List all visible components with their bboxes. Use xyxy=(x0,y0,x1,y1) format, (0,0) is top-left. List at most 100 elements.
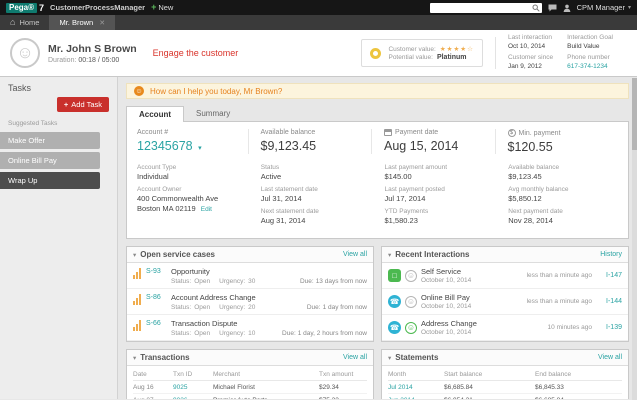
service-case-row[interactable]: S-86 Account Address Change Status: Open… xyxy=(127,289,373,315)
interaction-goal-label: Interaction Goal xyxy=(567,33,613,42)
due-label: Due: xyxy=(307,304,321,311)
interactions-title: Recent Interactions xyxy=(395,250,469,259)
ytd-payments-label: YTD Payments xyxy=(385,208,495,215)
tasks-title: Tasks xyxy=(0,81,117,97)
ytd-payments-value: $1,580.23 xyxy=(385,216,495,225)
tab-home[interactable]: ⌂ Home xyxy=(0,15,49,30)
case-name: Account Address Change xyxy=(171,293,256,302)
open-service-cases-panel: ▾ Open service cases View all S-93 Oppor… xyxy=(126,246,374,342)
chat-icon[interactable] xyxy=(548,4,557,12)
collapse-caret-icon[interactable]: ▾ xyxy=(388,354,391,362)
interaction-id-link[interactable]: I-139 xyxy=(596,324,622,331)
middle-panels: ▾ Open service cases View all S-93 Oppor… xyxy=(126,246,629,342)
col-end-balance: End balance xyxy=(535,371,622,378)
interaction-ago: less than a minute ago xyxy=(527,298,592,305)
available-balance-2-value: $9,123.45 xyxy=(508,172,618,181)
task-wrap-up-button[interactable]: Wrap Up xyxy=(0,172,100,189)
interaction-main: Self Service October 10, 2014 xyxy=(421,267,471,284)
next-statement-value: Aug 31, 2014 xyxy=(261,216,371,225)
statement-month-link[interactable]: Jun 2014 xyxy=(388,397,440,400)
new-button[interactable]: + New xyxy=(151,3,173,12)
txn-id-link[interactable]: 9025 xyxy=(173,384,209,391)
last-interaction-value: Oct 10, 2014 xyxy=(508,42,553,51)
transactions-table: Date Txn ID Merchant Txn amount Aug 16 9… xyxy=(127,366,373,399)
smiley-icon: ☺ xyxy=(405,322,417,334)
task-online-bill-pay-button[interactable]: Online Bill Pay xyxy=(0,152,100,169)
service-case-row[interactable]: S-66 Transaction Dispute Status: Open Ur… xyxy=(127,315,373,341)
avg-monthly-balance-label: Avg monthly balance xyxy=(508,186,618,193)
interaction-name: Self Service xyxy=(421,267,471,276)
txn-id-link[interactable]: 9026 xyxy=(173,397,209,400)
table-row[interactable]: Jul 2014 $6,685.84 $6,845.33 xyxy=(388,381,622,394)
available-balance-block: Available balance $9,123.45 xyxy=(248,129,372,154)
transactions-view-all-link[interactable]: View all xyxy=(343,354,367,361)
address-line-2: Boston MA 02119 xyxy=(137,204,196,213)
account-type-value: Individual xyxy=(137,172,247,181)
interaction-ago: less than a minute ago xyxy=(527,272,592,279)
user-menu[interactable]: CPM Manager ▾ xyxy=(577,3,631,12)
scrollbar-thumb[interactable] xyxy=(632,78,637,150)
interaction-date: October 10, 2014 xyxy=(421,277,471,284)
case-id-link[interactable]: S-86 xyxy=(146,293,166,301)
collapse-caret-icon[interactable]: ▾ xyxy=(133,251,136,259)
statements-view-all-link[interactable]: View all xyxy=(598,354,622,361)
phone-number-value[interactable]: 617-374-1234 xyxy=(567,62,613,71)
due-value: 1 day from now xyxy=(323,304,367,311)
tab-account[interactable]: Account xyxy=(126,106,184,122)
service-case-row[interactable]: S-93 Opportunity Status: Open Urgency: 3… xyxy=(127,263,373,289)
table-row[interactable]: Aug 07 9026 Premier Auto Parts $75.22 xyxy=(133,394,367,399)
interactions-history-link[interactable]: History xyxy=(600,251,622,258)
tasks-sidebar: Tasks + Add Task Suggested Tasks Make Of… xyxy=(0,77,118,399)
statement-start-balance: $6,685.84 xyxy=(444,384,531,391)
bottom-panels: ▾ Transactions View all Date Txn ID Merc… xyxy=(126,349,629,399)
service-cases-view-all-link[interactable]: View all xyxy=(343,251,367,258)
detail-col-4: Available balance $9,123.45 Avg monthly … xyxy=(508,164,618,230)
table-row[interactable]: Aug 16 9025 Michael Florist $29.34 xyxy=(133,381,367,394)
interaction-id-link[interactable]: I-147 xyxy=(596,272,622,279)
statements-panel: ▾ Statements View all Month Start balanc… xyxy=(381,349,629,399)
col-txn-id: Txn ID xyxy=(173,371,209,378)
table-row[interactable]: Jun 2014 $6,954.21 $6,685.84 xyxy=(388,394,622,399)
account-number-link[interactable]: 12345678 xyxy=(137,139,193,153)
last-statement-label: Last statement date xyxy=(261,186,371,193)
close-icon[interactable]: ✕ xyxy=(99,19,105,27)
collapse-caret-icon[interactable]: ▾ xyxy=(388,251,391,259)
collapse-caret-icon[interactable]: ▾ xyxy=(133,354,136,362)
interaction-row[interactable]: ☎ ☺ Address Change October 10, 2014 10 m… xyxy=(382,315,628,341)
case-id-link[interactable]: S-93 xyxy=(146,267,166,275)
tab-summary[interactable]: Summary xyxy=(184,106,242,122)
col-start-balance: Start balance xyxy=(444,371,531,378)
interaction-row[interactable]: ☎ ☺ Online Bill Pay October 10, 2014 les… xyxy=(382,289,628,315)
transactions-title: Transactions xyxy=(140,353,189,362)
urgency-value: 20 xyxy=(248,304,255,311)
account-number-label: Account # xyxy=(137,129,236,136)
status-label: Status: xyxy=(171,278,191,285)
chevron-down-icon[interactable]: ▾ xyxy=(198,145,202,152)
customer-banner: ☺ Mr. John S Brown Duration: 00:18 / 05:… xyxy=(0,30,637,77)
urgency-value: 30 xyxy=(248,278,255,285)
user-avatar-icon[interactable] xyxy=(563,4,571,12)
tab-customer[interactable]: Mr. Brown ✕ xyxy=(49,15,115,30)
interaction-id-link[interactable]: I-144 xyxy=(596,298,622,305)
min-payment-value: $120.55 xyxy=(508,140,607,154)
dollar-icon: $ xyxy=(508,129,516,137)
last-payment-amount-label: Last payment amount xyxy=(385,164,495,171)
task-make-offer-button[interactable]: Make Offer xyxy=(0,132,100,149)
statement-month-link[interactable]: Jul 2014 xyxy=(388,384,440,391)
search-input[interactable] xyxy=(432,4,532,12)
vertical-scrollbar[interactable] xyxy=(632,78,637,400)
plus-icon: + xyxy=(151,3,156,12)
add-task-button[interactable]: + Add Task xyxy=(57,97,109,112)
status-value: Open xyxy=(194,330,210,337)
interaction-name: Address Change xyxy=(421,319,477,328)
account-tab-strip: Account Summary xyxy=(126,106,629,122)
phone-icon: ☎ xyxy=(388,295,401,308)
case-id-link[interactable]: S-66 xyxy=(146,319,166,327)
detail-col-3: Last payment amount $145.00 Last payment… xyxy=(385,164,495,230)
duration-label: Duration: xyxy=(48,57,76,64)
customer-avatar: ☺ xyxy=(10,38,40,68)
search-icon[interactable] xyxy=(532,4,540,12)
interaction-row[interactable]: □ ☺ Self Service October 10, 2014 less t… xyxy=(382,263,628,289)
interactions-header: ▾ Recent Interactions History xyxy=(382,247,628,263)
edit-address-link[interactable]: Edit xyxy=(201,206,212,213)
